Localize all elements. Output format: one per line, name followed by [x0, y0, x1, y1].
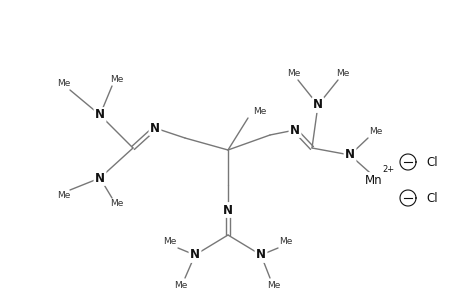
Text: N: N	[95, 172, 105, 184]
Text: N: N	[223, 203, 233, 217]
Text: N: N	[95, 109, 105, 122]
Text: N: N	[150, 122, 160, 134]
Text: N: N	[256, 248, 265, 262]
Text: Me: Me	[336, 70, 349, 79]
Text: 2+: 2+	[381, 166, 393, 175]
Text: Me: Me	[287, 70, 300, 79]
Text: Me: Me	[57, 80, 71, 88]
Text: Me: Me	[110, 76, 123, 85]
Text: Me: Me	[110, 200, 123, 208]
Text: Cl: Cl	[425, 155, 437, 169]
Text: Me: Me	[57, 191, 71, 200]
Text: Me: Me	[267, 280, 280, 290]
Text: Mn: Mn	[364, 173, 382, 187]
Text: Me: Me	[174, 280, 187, 290]
Text: Me: Me	[279, 238, 292, 247]
Text: Me: Me	[163, 238, 176, 247]
Text: N: N	[344, 148, 354, 161]
Text: Me: Me	[369, 128, 382, 136]
Text: Cl: Cl	[425, 191, 437, 205]
Text: N: N	[190, 248, 200, 262]
Text: N: N	[312, 98, 322, 112]
Text: Me: Me	[253, 107, 266, 116]
Text: N: N	[289, 124, 299, 136]
